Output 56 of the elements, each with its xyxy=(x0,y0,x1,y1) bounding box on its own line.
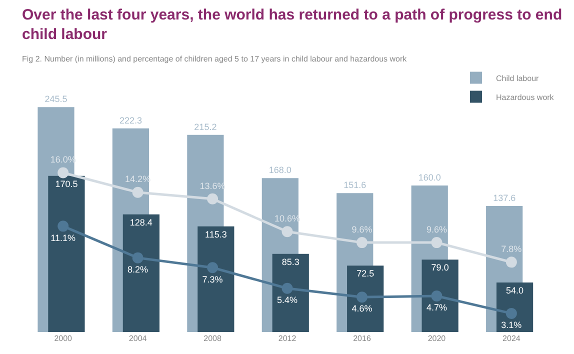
bar xyxy=(272,254,309,332)
point xyxy=(132,252,144,264)
data-label: 79.0 xyxy=(431,262,449,273)
data-label: 85.3 xyxy=(282,256,300,267)
point xyxy=(431,237,442,248)
chart-subtitle: Fig 2. Number (in millions) and percentage of children aged 5 to 17 years in child labour and hazardous work xyxy=(22,54,408,64)
point xyxy=(58,167,69,178)
data-label: 222.3 xyxy=(119,115,142,126)
point xyxy=(356,292,368,303)
bar xyxy=(347,266,384,332)
data-label: 72.5 xyxy=(356,268,374,279)
data-label: 151.6 xyxy=(344,180,366,190)
data-label: 9.6% xyxy=(352,224,372,234)
point xyxy=(132,186,144,198)
point xyxy=(506,308,517,319)
point xyxy=(282,282,293,294)
legend-label: Hazardous work xyxy=(496,92,555,102)
data-label: 137.6 xyxy=(493,192,516,203)
x-tick-label: 2008 xyxy=(204,334,222,343)
data-label: 3.1% xyxy=(501,320,522,330)
data-label: 160.0 xyxy=(418,172,441,182)
bar xyxy=(198,226,234,332)
x-tick-label: 2004 xyxy=(128,334,148,343)
data-label: 8.2% xyxy=(128,264,148,274)
data-label: 4.6% xyxy=(352,304,372,314)
bar xyxy=(122,214,160,332)
point xyxy=(282,226,293,238)
data-label: 5.4% xyxy=(277,294,298,305)
data-label: 4.7% xyxy=(426,302,447,313)
x-tick-label: 2000 xyxy=(54,334,73,343)
point xyxy=(207,193,218,204)
point xyxy=(356,237,368,248)
data-label: 128.4 xyxy=(130,217,152,228)
point xyxy=(431,290,442,302)
data-label: 7.3% xyxy=(202,274,223,284)
bar xyxy=(496,282,534,332)
bar xyxy=(48,176,85,332)
chart-title: Over the last four years, the world has returned to a path of progress to end child labour xyxy=(22,6,562,43)
bar xyxy=(422,260,458,332)
data-label: 115.3 xyxy=(204,229,227,240)
data-label: 7.8% xyxy=(501,244,522,254)
data-label: 245.5 xyxy=(44,94,68,104)
data-label: 54.0 xyxy=(506,286,524,296)
point xyxy=(506,256,517,268)
data-label: 9.6% xyxy=(426,224,447,234)
data-label: 11.1% xyxy=(50,232,76,243)
point xyxy=(58,220,69,232)
legend-label: Child labour xyxy=(496,74,540,83)
point xyxy=(207,262,218,274)
data-label: 168.0 xyxy=(268,165,292,176)
x-tick-label: 2012 xyxy=(278,334,297,343)
x-tick-label: 2016 xyxy=(353,334,372,343)
x-tick-label: 2024 xyxy=(502,334,521,343)
x-tick-label: 2020 xyxy=(428,334,446,343)
data-label: 170.5 xyxy=(55,178,78,189)
data-label: 215.2 xyxy=(194,122,217,132)
